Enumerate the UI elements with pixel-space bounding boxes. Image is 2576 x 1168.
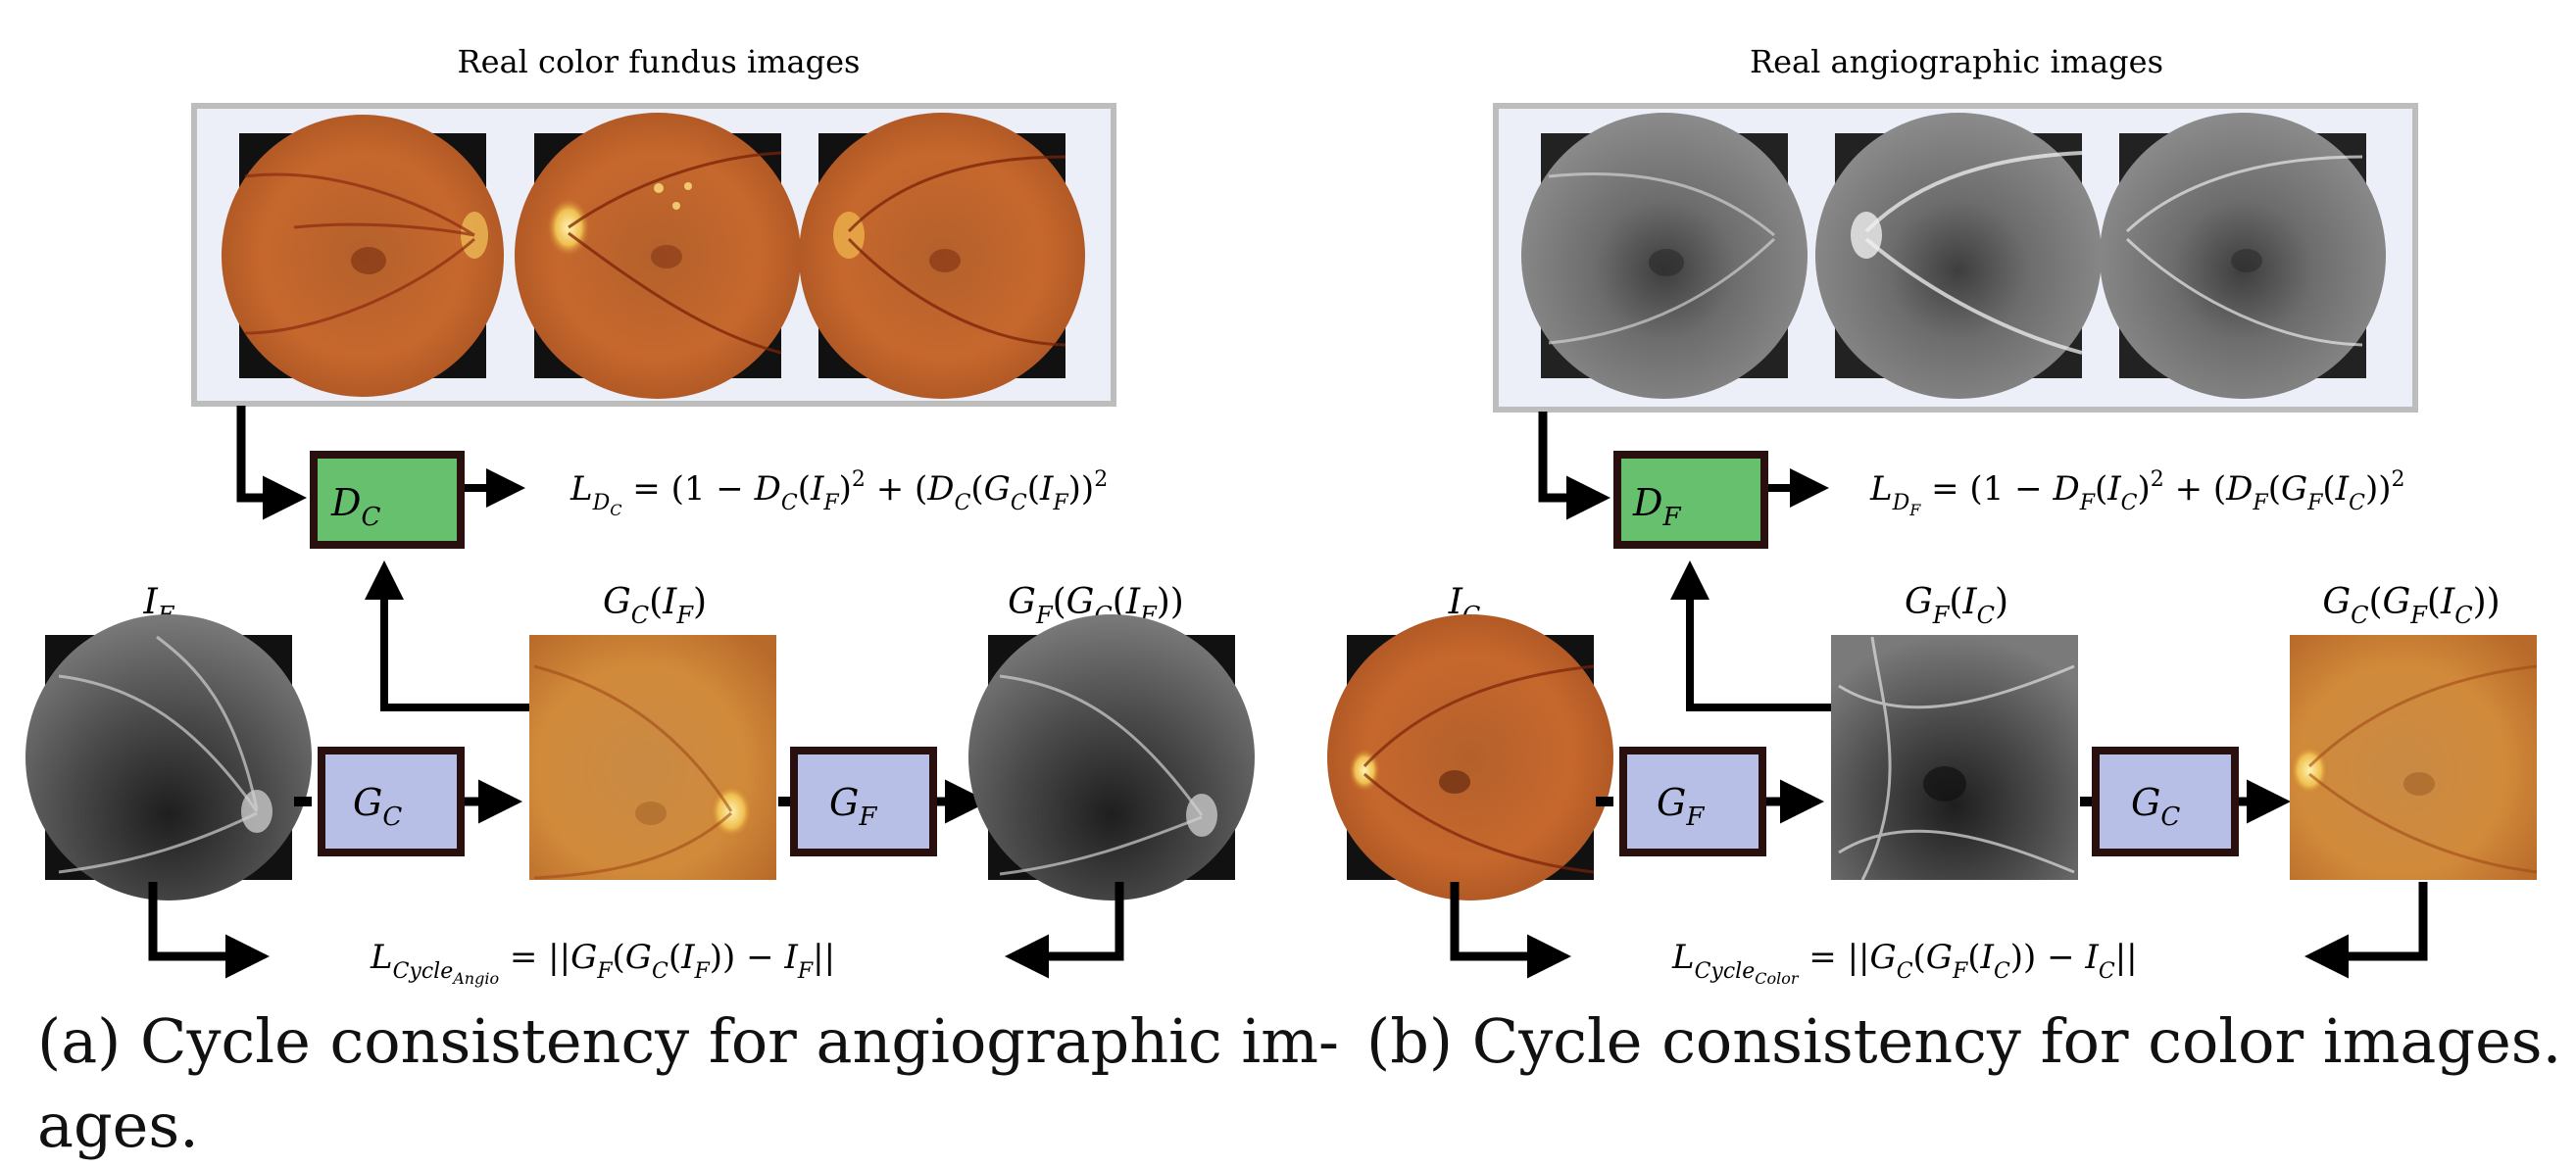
panel-a-translated-label: GC(IF) [603,582,707,629]
caption-a-line-1: (a) Cycle consistency for angiographic i… [37,1005,1340,1077]
real-angio-image-2 [1815,113,2102,399]
generator-gf-label-b: GF [1657,781,1705,832]
generator-gc-label-b: GC [2131,781,2180,832]
generator-gc-label: GC [353,781,402,832]
caption-b: (b) Cycle consistency for color images. [1366,1005,2562,1077]
panel-b-input-fundus-image [1327,614,1613,900]
panel-b-real-images-title: Real angiographic images [1750,43,2163,80]
real-angio-image-1 [1521,113,1808,399]
panel-b-translated-label: GF(IC) [1905,582,2008,629]
caption-a-line-2: ages. [37,1090,199,1161]
panel-b-translated-angio-image [1831,635,2078,881]
panel-b-disc-loss: LDF = (1 − DF(IC)2 + (DF(GF(IC))2 [1869,467,2404,519]
real-angio-image-3 [2100,113,2386,399]
generator-gf-label: GF [829,781,877,832]
discriminator-dc-label: DC [330,481,380,532]
panel-b: Real angiographic images DF LDF = (1 − D… [1327,43,2538,988]
generator-gc-box [318,747,465,856]
panel-a: Real color fundus images [25,43,1255,988]
panel-a-reconstructed-label: GF(GC(IF)) [1008,582,1184,629]
panel-b-reconstructed-label: GC(GF(IC)) [2322,582,2500,629]
discriminator-df-box [1613,451,1768,549]
generator-gf-box-b [1619,747,1766,856]
panel-a-real-images-title: Real color fundus images [458,43,861,80]
discriminator-dc-box [310,451,465,549]
generator-gf-box [790,747,937,856]
panel-a-input-angio-image [25,614,312,900]
panel-a-cycle-loss: LCycleAngio = ||GF(GC(IF)) − IF|| [370,938,835,988]
panel-a-reconstructed-angio-image [968,614,1255,900]
real-fundus-image-1 [222,115,504,397]
caption-a: (a) Cycle consistency for angiographic i… [37,999,1339,1168]
generator-gc-box-b [2092,747,2239,856]
panel-a-translated-fundus-image [529,635,776,880]
real-fundus-image-2 [515,113,801,399]
real-fundus-image-3 [799,113,1085,399]
panel-b-reconstructed-fundus-image [2290,635,2538,880]
discriminator-df-label: DF [1632,481,1681,532]
panel-a-disc-loss: LDC = (1 − DC(IF)2 + (DC(GC(IF))2 [570,467,1108,519]
panel-b-cycle-loss: LCycleColor = ||GC(GF(IC)) − IC|| [1671,938,2138,988]
